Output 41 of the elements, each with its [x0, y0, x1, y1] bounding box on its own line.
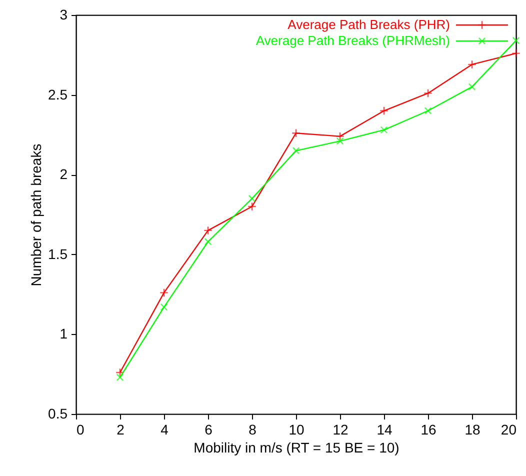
x-tick-label: 16 — [420, 422, 436, 438]
point — [160, 303, 168, 311]
x-tick-label: 20 — [500, 422, 517, 438]
point — [380, 106, 388, 116]
x-tick-label: 18 — [464, 422, 480, 438]
x-tick-label: 6 — [204, 422, 213, 438]
point — [424, 107, 432, 114]
x-tick-label: 12 — [332, 422, 348, 438]
point — [204, 226, 212, 235]
y-tick-label: 3 — [60, 6, 68, 22]
y-tick-label: 2 — [60, 166, 68, 182]
x-tick-label: 14 — [376, 422, 392, 438]
x-tick-label: 8 — [248, 422, 257, 438]
point — [336, 132, 344, 141]
point — [248, 194, 256, 202]
x-tick-label: 0 — [76, 422, 84, 438]
x-axis-title: Mobility in m/s (RT = 15 BE = 10) — [194, 440, 400, 456]
point — [380, 126, 388, 134]
y-tick-label: 1.5 — [48, 246, 68, 262]
point — [468, 60, 476, 69]
y-tick-label: 1 — [60, 326, 68, 342]
point — [248, 202, 256, 211]
point — [292, 146, 300, 154]
x-tick-label: 10 — [288, 422, 304, 438]
point — [336, 137, 344, 145]
x-tick-label: 4 — [160, 422, 169, 438]
point — [512, 48, 520, 58]
legend-label: Average Path Breaks (PHR) — [288, 17, 450, 32]
y-tick-label: 2.5 — [48, 86, 68, 102]
legend-label: Average Path Breaks (PHRMesh) — [256, 33, 450, 48]
point — [160, 288, 168, 298]
point — [292, 128, 300, 138]
point — [204, 238, 212, 246]
point — [116, 368, 124, 377]
y-tick-label: 0.5 — [48, 406, 68, 422]
point — [512, 36, 520, 44]
y-axis-title: Number of path breaks — [28, 144, 44, 286]
point — [424, 88, 432, 98]
x-tick-label: 2 — [116, 422, 125, 438]
point — [468, 83, 476, 91]
point — [116, 374, 124, 381]
